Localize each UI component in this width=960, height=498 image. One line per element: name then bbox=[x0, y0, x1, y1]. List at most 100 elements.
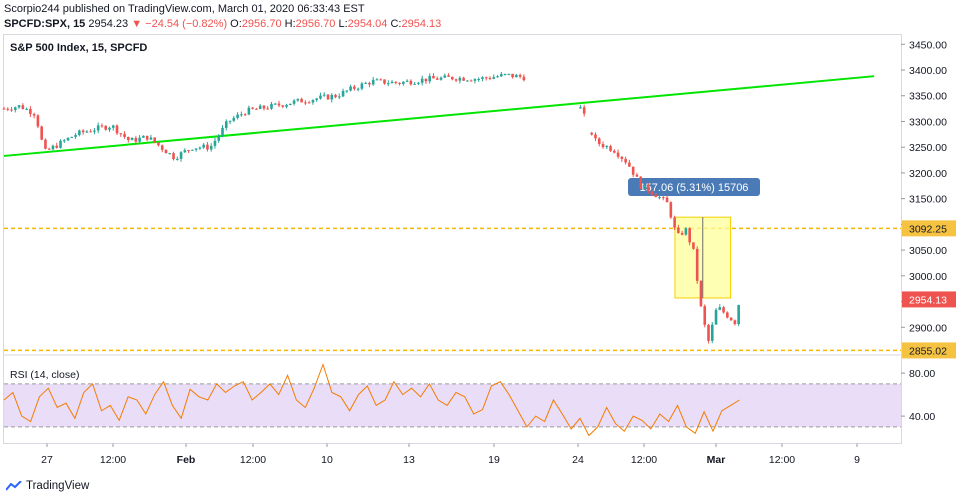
candle-body bbox=[21, 105, 25, 110]
candle-body bbox=[439, 77, 443, 80]
candle-body bbox=[66, 137, 70, 141]
candle-body bbox=[296, 98, 300, 101]
down-arrow-icon: ▼ bbox=[131, 18, 143, 30]
candle-body bbox=[176, 158, 179, 160]
candle-body bbox=[673, 217, 676, 228]
candle-body bbox=[240, 114, 243, 116]
symbol-label[interactable]: SPCFD:SPX, 15 bbox=[4, 18, 86, 30]
last-price-tag bbox=[902, 291, 956, 308]
candle-body bbox=[243, 114, 247, 116]
candle-body bbox=[722, 307, 725, 313]
candle-body bbox=[360, 83, 364, 89]
candle-body bbox=[224, 121, 228, 128]
candle-body bbox=[413, 83, 416, 85]
candle-body bbox=[688, 228, 691, 243]
candle-body bbox=[409, 80, 413, 85]
candle-body bbox=[319, 95, 322, 99]
candle-body bbox=[635, 174, 639, 177]
time-tick-label: 27 bbox=[41, 454, 53, 466]
candle-body bbox=[703, 306, 707, 325]
high-value: 2956.70 bbox=[295, 18, 336, 30]
candle-body bbox=[70, 136, 74, 138]
candle-body bbox=[266, 108, 270, 110]
candle-body bbox=[6, 108, 10, 110]
time-tick-label: Mar bbox=[707, 454, 726, 466]
candle-body bbox=[729, 317, 733, 321]
price-tick-label: 2900.00 bbox=[909, 322, 947, 334]
open-value: 2956.70 bbox=[241, 18, 282, 30]
candle-body bbox=[273, 103, 277, 105]
candle-body bbox=[228, 120, 232, 122]
candle-body bbox=[285, 104, 288, 107]
candle-body bbox=[194, 148, 198, 150]
candle-body bbox=[699, 280, 703, 307]
candle-body bbox=[232, 117, 236, 121]
candle-body bbox=[613, 150, 616, 153]
level-price-label: 2855.02 bbox=[909, 345, 947, 357]
candle-body bbox=[127, 136, 130, 141]
candle-body bbox=[149, 137, 153, 140]
candle-body bbox=[503, 73, 507, 75]
candle-body bbox=[300, 98, 303, 103]
candle-body bbox=[29, 108, 32, 114]
candle-body bbox=[17, 105, 21, 108]
candle-body bbox=[206, 144, 209, 150]
candle-body bbox=[289, 103, 292, 105]
high-label: H: bbox=[284, 18, 296, 30]
candle-body bbox=[198, 147, 202, 149]
candle-body bbox=[330, 94, 334, 100]
candle-body bbox=[477, 78, 480, 80]
candle-body bbox=[726, 312, 729, 318]
candle-body bbox=[390, 81, 394, 84]
candle-body bbox=[25, 108, 28, 110]
candle-body bbox=[515, 74, 518, 78]
candle-body bbox=[466, 80, 469, 82]
candle-body bbox=[96, 125, 100, 131]
time-tick-label: 12:00 bbox=[631, 454, 657, 466]
time-tick-label: 12:00 bbox=[100, 454, 126, 466]
candle-body bbox=[379, 79, 383, 81]
tradingview-footer[interactable]: TradingView bbox=[6, 480, 89, 492]
candle-body bbox=[164, 149, 168, 154]
candle-body bbox=[616, 152, 620, 157]
candle-body bbox=[447, 75, 450, 77]
time-tick-label: 10 bbox=[321, 454, 333, 466]
candle-body bbox=[168, 153, 172, 155]
candle-body bbox=[213, 140, 217, 146]
level-price-tag bbox=[902, 220, 956, 237]
measure-label: 157.06 (5.31%) 15706 bbox=[640, 182, 749, 194]
tradingview-logo-icon bbox=[6, 481, 22, 491]
candle-body bbox=[695, 248, 699, 281]
candle-body bbox=[386, 83, 390, 85]
candle-body bbox=[714, 309, 718, 325]
candle-body bbox=[62, 140, 66, 142]
candle-body bbox=[304, 102, 307, 104]
time-tick-label: 24 bbox=[572, 454, 584, 466]
candle-body bbox=[157, 142, 160, 146]
candle-body bbox=[579, 107, 582, 109]
candle-body bbox=[130, 137, 134, 141]
candle-body bbox=[74, 134, 77, 137]
tradingview-brand: TradingView bbox=[26, 480, 90, 492]
candle-body bbox=[368, 82, 371, 85]
candle-body bbox=[650, 191, 654, 195]
candle-body bbox=[292, 100, 296, 104]
candle-body bbox=[665, 197, 669, 203]
candle-body bbox=[405, 80, 409, 82]
candle-body bbox=[481, 77, 484, 79]
candle-body bbox=[469, 80, 473, 82]
open-label: O: bbox=[230, 18, 242, 30]
candle-body bbox=[609, 146, 612, 151]
candle-body bbox=[383, 79, 386, 84]
candle-body bbox=[326, 94, 330, 100]
candle-body bbox=[620, 156, 624, 159]
candle-body bbox=[104, 126, 108, 130]
candle-body bbox=[420, 78, 424, 83]
candle-body bbox=[111, 125, 115, 128]
candle-body bbox=[281, 105, 285, 107]
candle-body bbox=[605, 146, 609, 148]
rsi-tick-label: 40.00 bbox=[909, 411, 935, 423]
candle-body bbox=[119, 133, 123, 135]
rsi-tick-label: 80.00 bbox=[909, 368, 935, 380]
